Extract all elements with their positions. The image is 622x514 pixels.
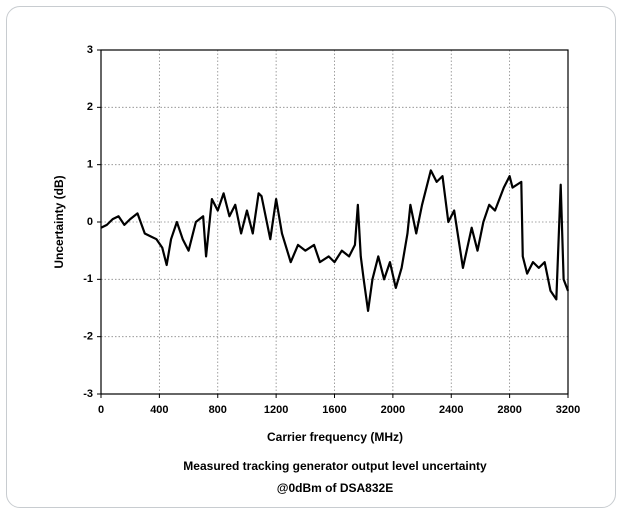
y-tick-label: -1 — [83, 273, 93, 285]
card — [6, 6, 616, 508]
y-axis-label: Uncertainty (dB) — [52, 175, 66, 268]
plot-frame — [100, 49, 569, 395]
caption-line: Measured tracking generator output level… — [183, 459, 487, 473]
x-tick-label: 2400 — [439, 404, 463, 416]
x-tick-label: 1600 — [322, 404, 346, 416]
y-tick-label: 0 — [87, 216, 93, 228]
y-tick-label: 1 — [87, 159, 93, 171]
x-tick-label: 3200 — [556, 404, 580, 416]
x-axis-label: Carrier frequency (MHz) — [267, 430, 403, 444]
x-tick-label: 400 — [150, 404, 168, 416]
y-tick-label: 2 — [87, 101, 93, 113]
y-tick-label: -2 — [83, 331, 93, 343]
x-tick-label: 1200 — [264, 404, 288, 416]
x-tick-label: 2000 — [381, 404, 405, 416]
x-tick-label: 800 — [209, 404, 227, 416]
y-tick-label: -3 — [83, 388, 93, 400]
data-line — [100, 169, 570, 312]
caption-line: @0dBm of DSA832E — [277, 481, 393, 495]
y-tick-label: 3 — [87, 44, 93, 56]
x-tick-label: 0 — [98, 404, 104, 416]
x-tick-label: 2800 — [497, 404, 521, 416]
